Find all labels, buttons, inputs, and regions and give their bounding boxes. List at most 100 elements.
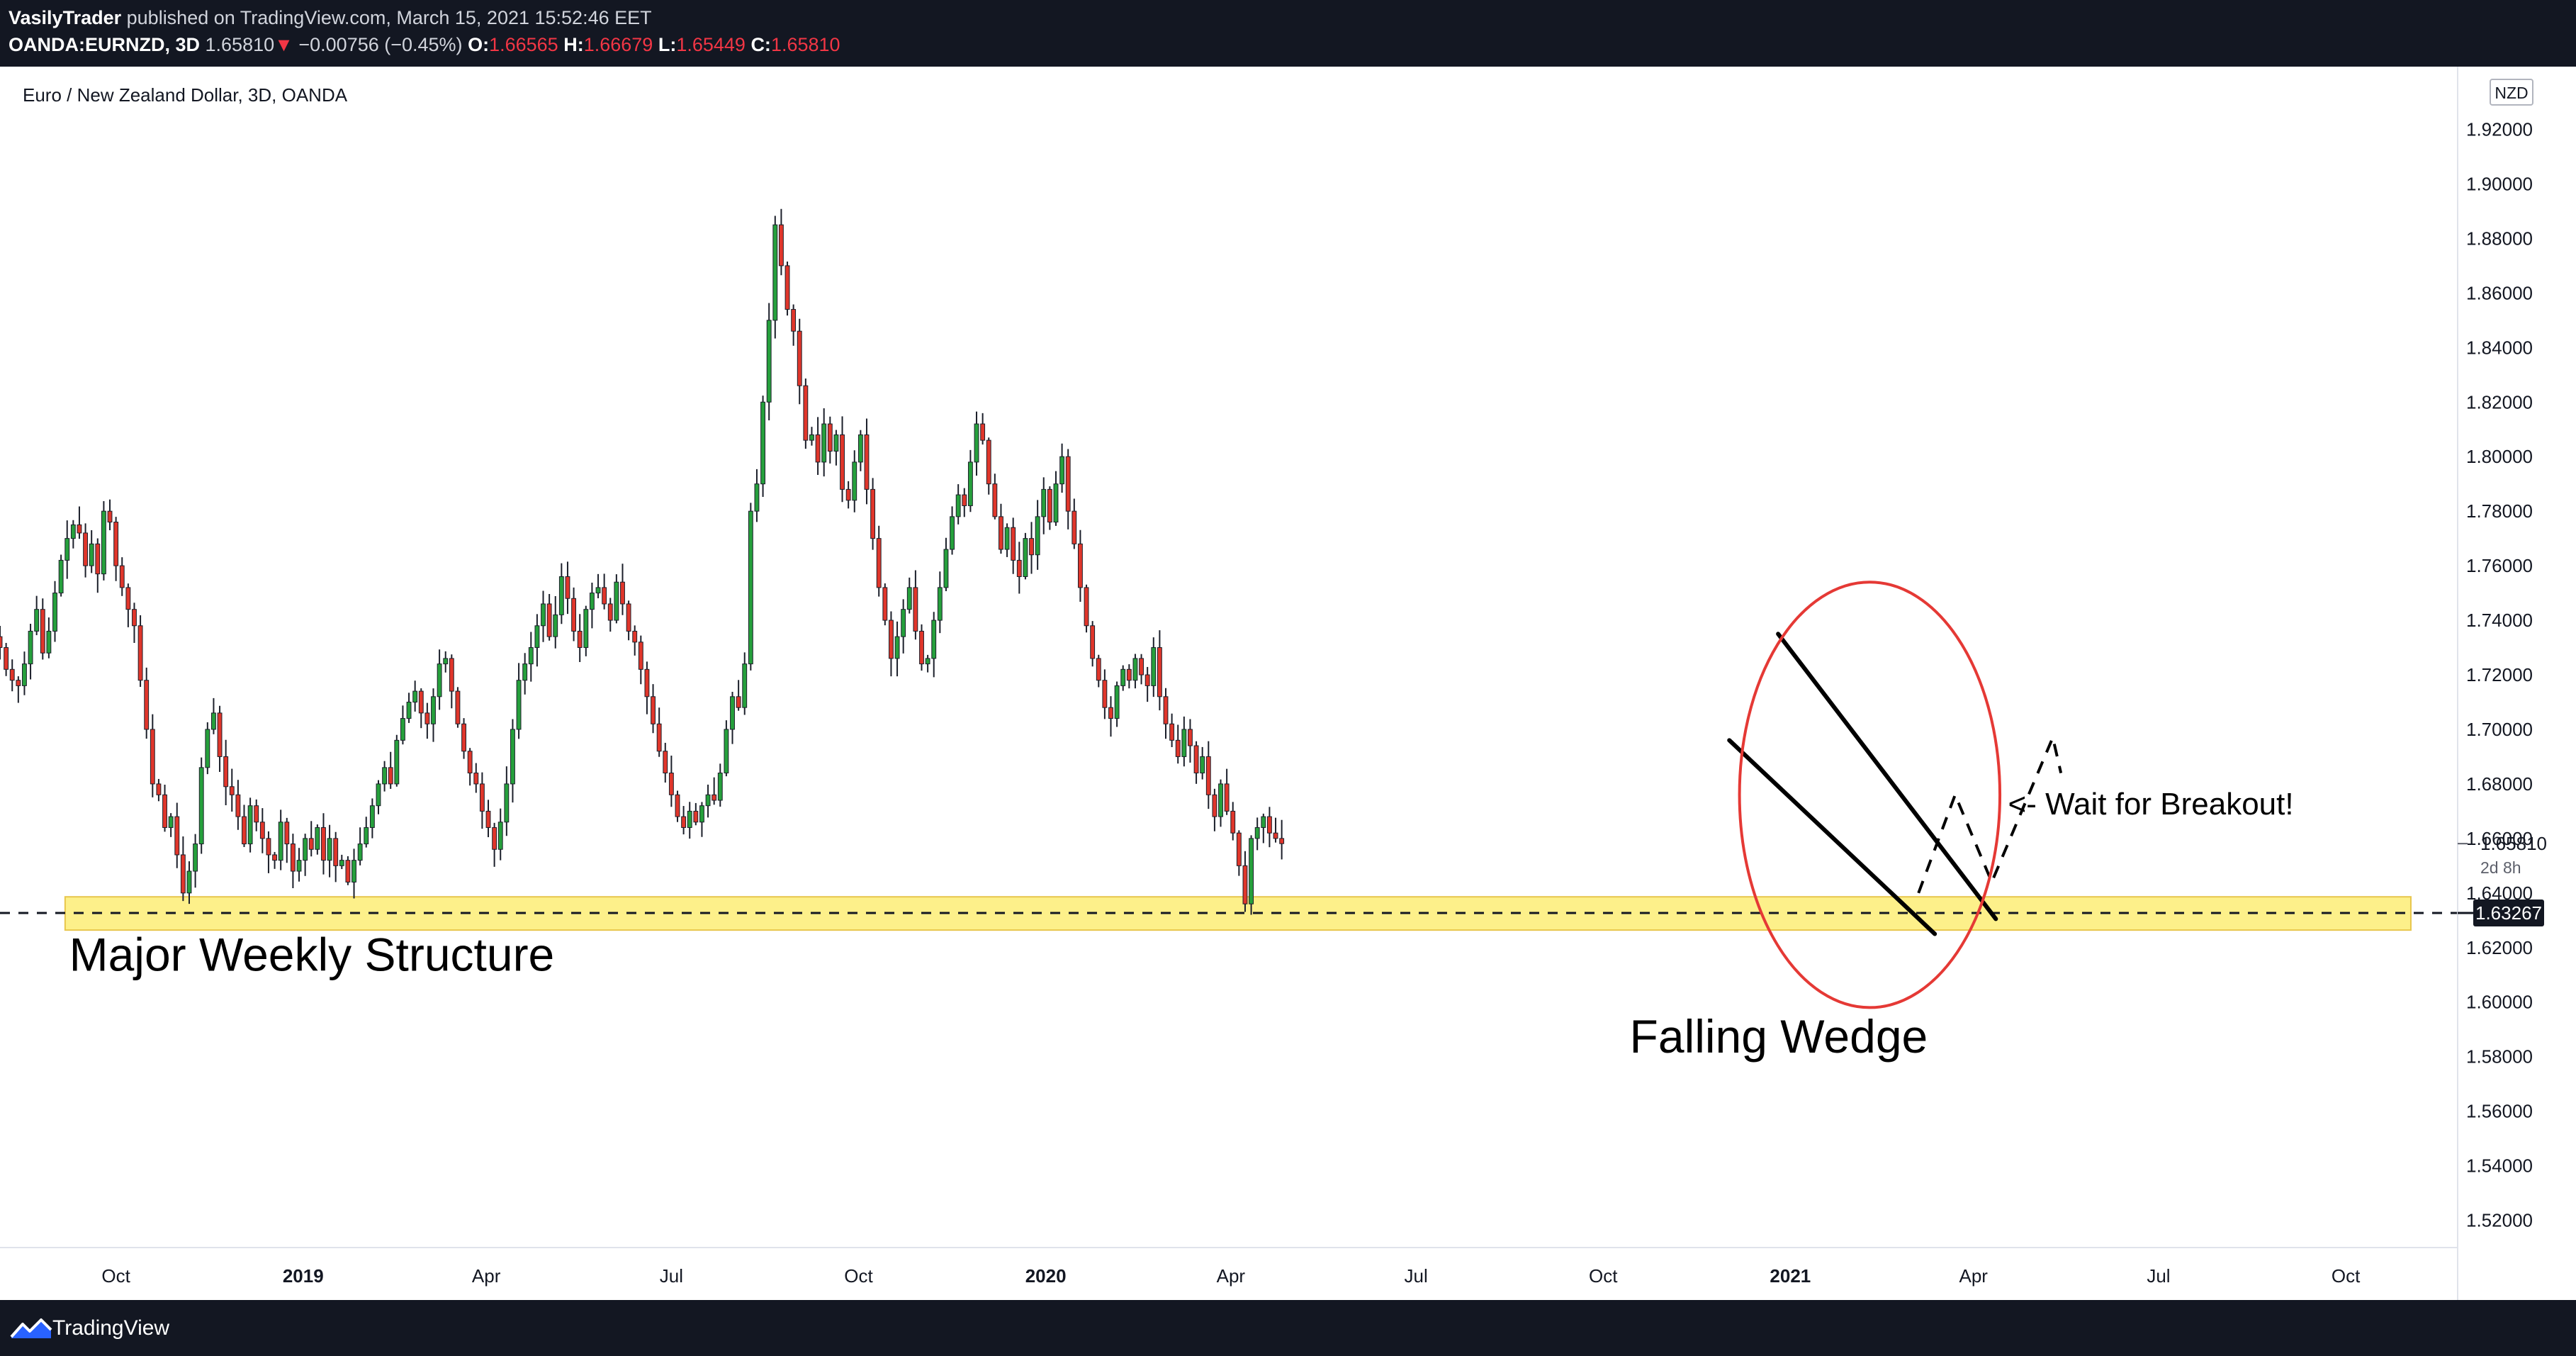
candle-body [1188, 729, 1193, 746]
candle-body [4, 647, 9, 670]
candle-body [290, 844, 296, 872]
candle-body [1181, 729, 1187, 757]
candle [247, 797, 253, 853]
y-tick-label: 1.68000 [2466, 773, 2533, 795]
candle [614, 574, 619, 624]
tradingview-brand[interactable]: TradingView [52, 1316, 170, 1340]
candle-body [156, 783, 162, 795]
candle [449, 654, 454, 709]
candle [418, 688, 424, 729]
price-chart[interactable]: Major Weekly Structure Falling Wedge <- Wa… [0, 67, 2576, 1300]
candle [748, 503, 753, 671]
candle [113, 517, 119, 581]
candle-body [1242, 865, 1248, 904]
y-tick-label: 1.80000 [2466, 446, 2533, 467]
candle [504, 766, 510, 836]
candle-body [333, 838, 339, 866]
candle-body [303, 838, 308, 861]
candle [64, 520, 70, 579]
candle-body [193, 844, 198, 872]
candle [1181, 716, 1187, 767]
breakout-projection-path [1917, 733, 2063, 894]
currency-badge[interactable]: NZD [2490, 79, 2533, 106]
current-price-label: 1.65810 [2480, 833, 2547, 854]
candle-body [1266, 816, 1272, 834]
candle-body [668, 773, 674, 795]
candle [467, 748, 473, 786]
candle-body [1126, 668, 1132, 681]
candle [760, 396, 766, 498]
candle-body [217, 712, 223, 757]
candle [857, 430, 863, 471]
candle-body [242, 816, 247, 845]
candle-body [388, 767, 393, 785]
candle-body [168, 816, 174, 828]
axes-layer: 1.52000 1.54000 1.56000 1.58000 1.60000 1.620… [0, 67, 2547, 1300]
candle-body [437, 663, 442, 697]
candle [70, 520, 76, 549]
candle-body [223, 756, 229, 788]
candle [1132, 654, 1138, 689]
candle-body [602, 587, 607, 605]
x-tick-label: 2019 [283, 1265, 324, 1287]
candle-body [479, 783, 485, 812]
candle [406, 693, 412, 723]
candle [58, 554, 64, 597]
candle [693, 802, 699, 826]
candle-body [132, 609, 137, 627]
candle [870, 478, 876, 550]
candle [565, 561, 570, 615]
candle-body [461, 723, 466, 752]
candle [528, 632, 534, 682]
y-tick-label: 1.56000 [2466, 1101, 2533, 1122]
candle [1016, 542, 1022, 594]
candle [687, 802, 692, 839]
candle [510, 719, 515, 803]
ohlc-legend: OANDA:EURNZD, 3D 1.65810▼ −0.00756 (−0.4… [9, 33, 840, 57]
candle-body [504, 783, 510, 823]
candle-body [522, 663, 528, 681]
candle-body [1096, 658, 1101, 681]
candle [919, 624, 924, 671]
x-tick-label: Apr [1959, 1265, 1989, 1287]
candle-body [950, 516, 955, 550]
author-name[interactable]: VasilyTrader [9, 7, 122, 28]
x-tick-label: Jul [1404, 1265, 1427, 1287]
candle [736, 680, 741, 711]
candle-body [906, 587, 912, 610]
chart-frame[interactable]: Major Weekly Structure Falling Wedge <- Wa… [0, 67, 2576, 1300]
candle [967, 449, 973, 512]
tradingview-logo-icon[interactable] [9, 1314, 54, 1343]
candle [937, 571, 943, 634]
candle-body [943, 549, 949, 588]
candle-body [937, 587, 943, 621]
candle-body [809, 434, 814, 441]
candle-body [284, 822, 290, 845]
candle-body [28, 630, 33, 665]
candle-body [198, 767, 204, 845]
candle [339, 854, 344, 870]
candle-body [620, 581, 625, 605]
candle-body [931, 620, 937, 659]
candle [0, 625, 3, 660]
candle-body [760, 401, 766, 485]
candle [497, 808, 503, 861]
candle-body [894, 636, 900, 659]
y-tick-label: 1.90000 [2466, 173, 2533, 194]
candle [259, 808, 265, 853]
candle-body [1218, 783, 1223, 817]
candle [168, 813, 174, 837]
candle [931, 612, 937, 678]
candle-body [815, 434, 821, 463]
candle [1059, 443, 1065, 493]
candle-body [663, 751, 668, 774]
candle-body [632, 630, 638, 643]
candle [1236, 830, 1242, 876]
candle-body [1230, 810, 1236, 834]
candle [1090, 621, 1096, 667]
candle-body [431, 696, 436, 724]
candle-body [925, 658, 930, 665]
candle-body [919, 630, 924, 665]
candle-body [113, 522, 119, 566]
candle-body [705, 794, 711, 807]
